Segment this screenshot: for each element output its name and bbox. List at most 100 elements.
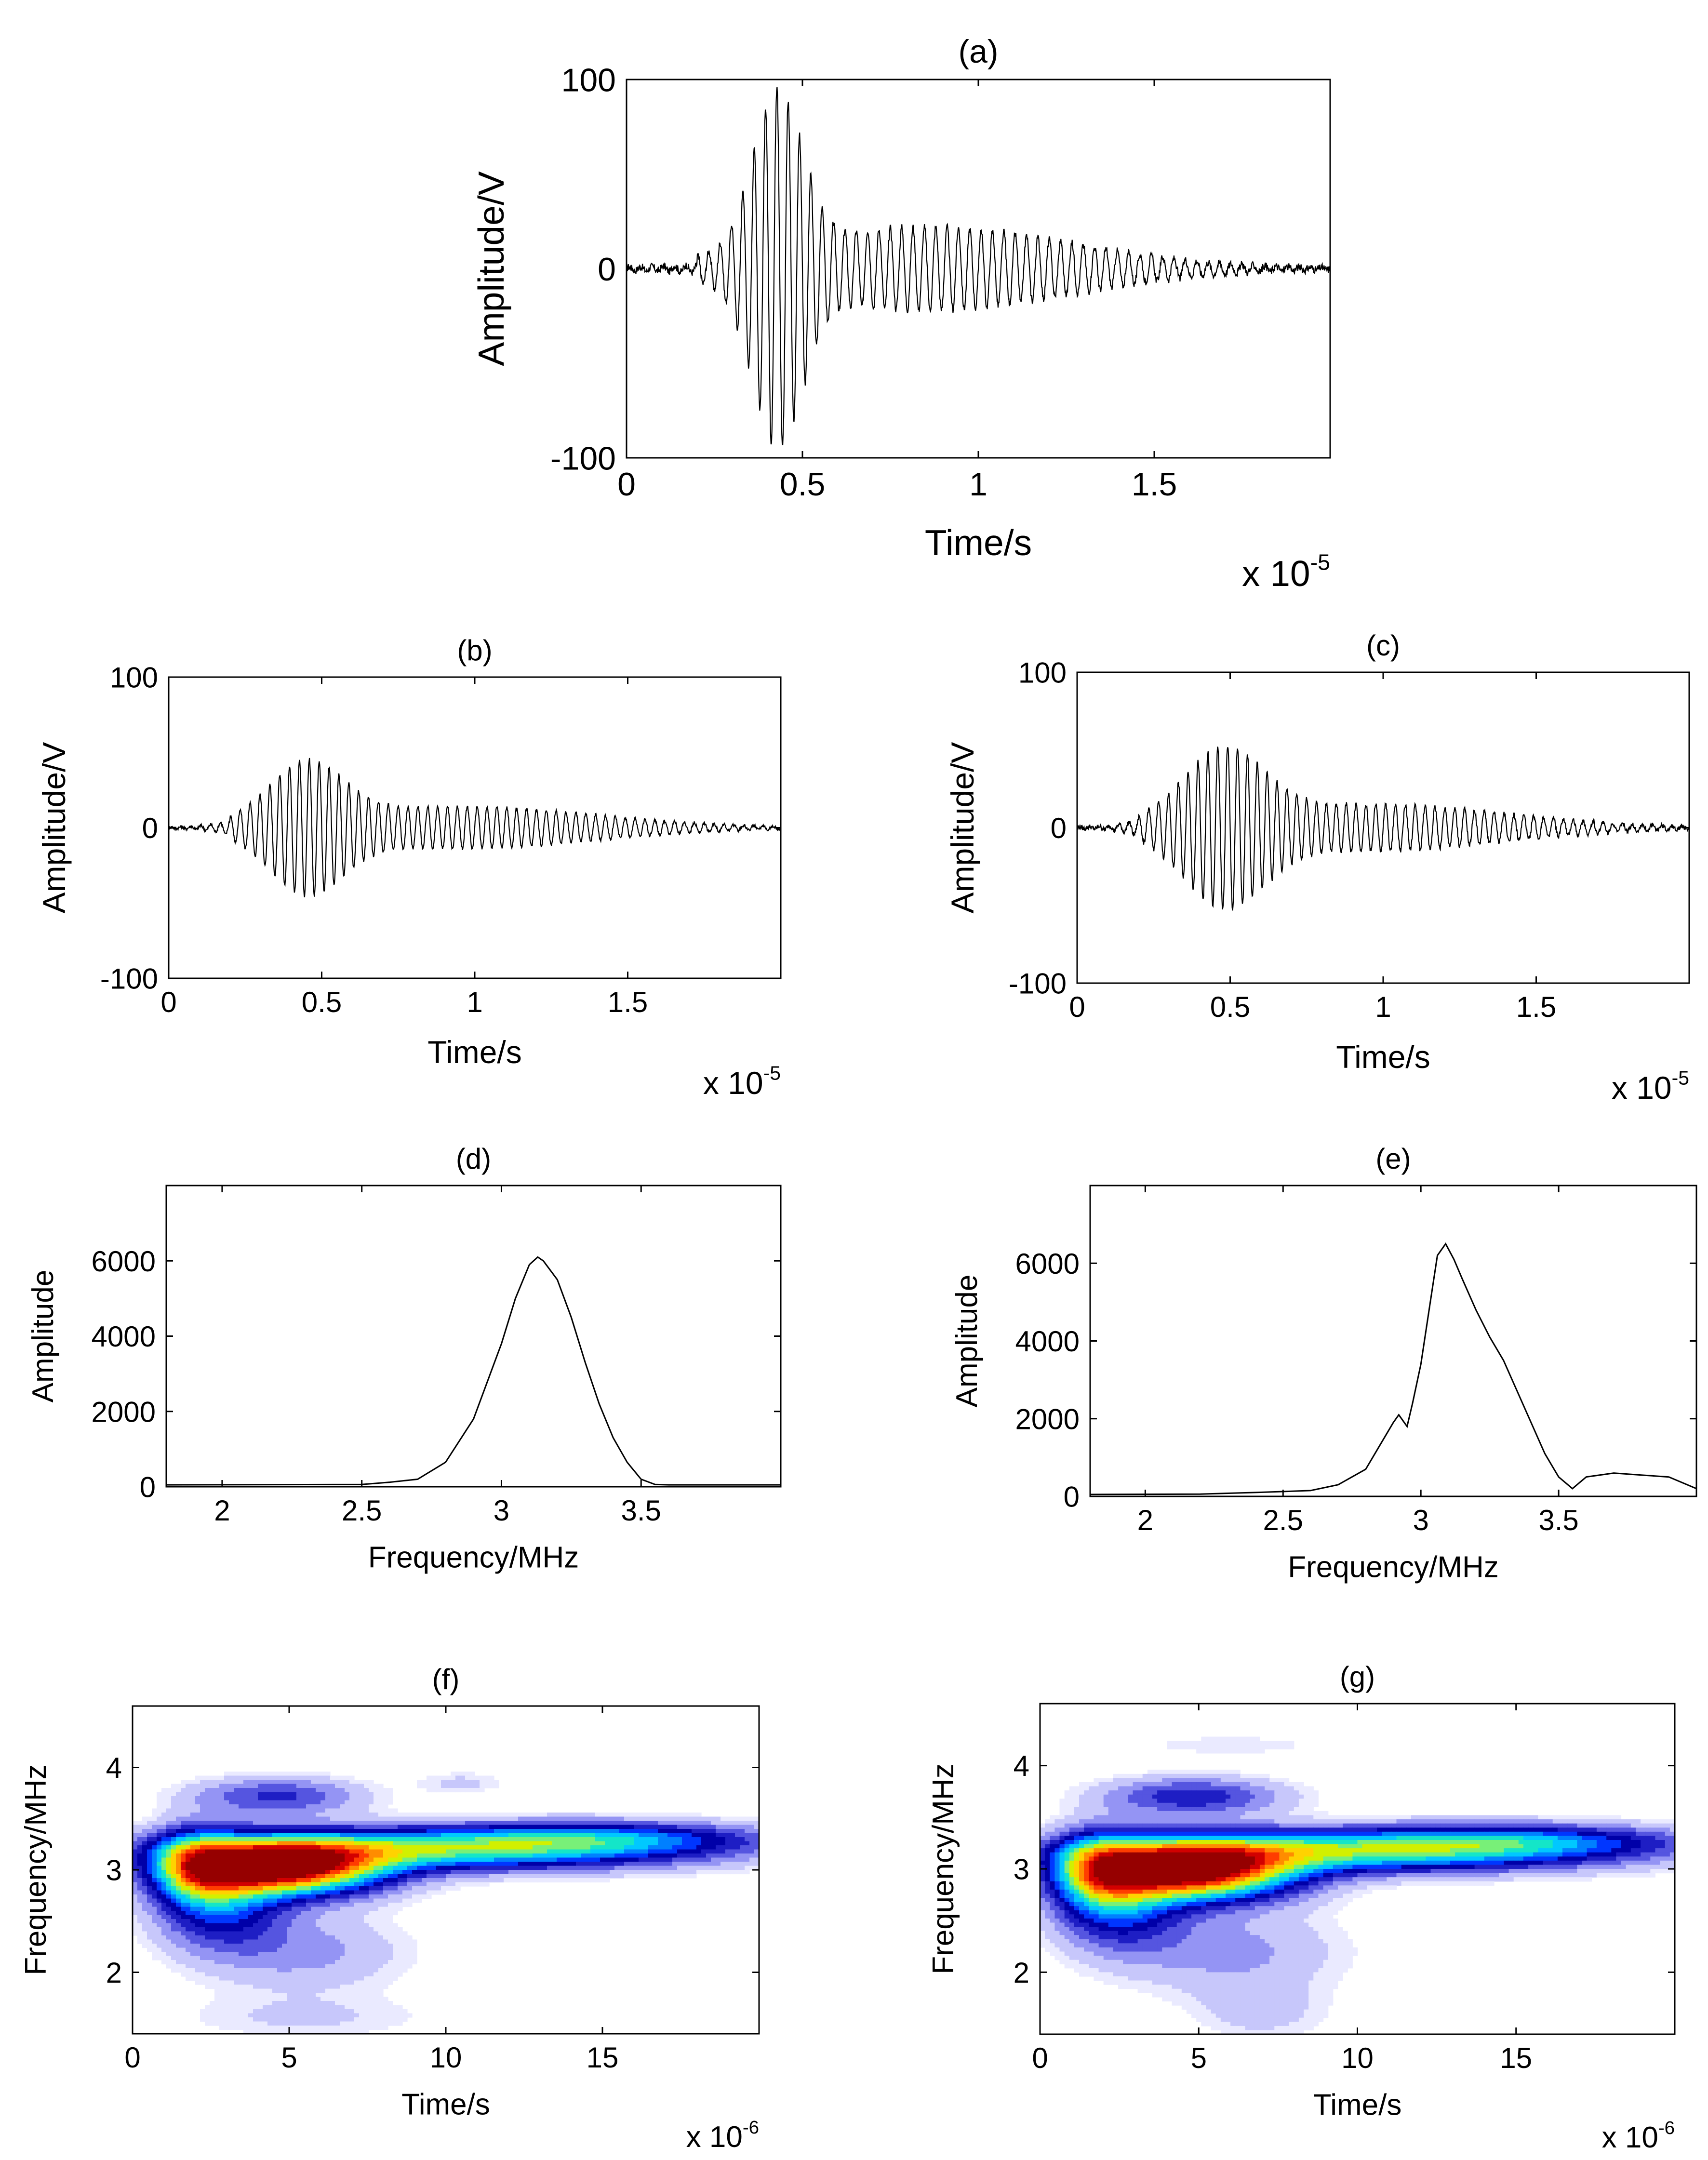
- heatmap-cell: [422, 1853, 427, 1858]
- heatmap-cell: [740, 1816, 745, 1821]
- heatmap-cell: [243, 2026, 249, 2030]
- heatmap-cell: [528, 1841, 533, 1846]
- heatmap-cell: [475, 1775, 480, 1780]
- heatmap-cell: [605, 1813, 610, 1817]
- heatmap-cell: [374, 1882, 379, 1887]
- heatmap-cell: [402, 1816, 408, 1821]
- heatmap-cell: [1259, 1773, 1265, 1778]
- heatmap-cell: [210, 1919, 215, 1924]
- heatmap-cell: [1118, 1790, 1123, 1795]
- heatmap-cell: [687, 1853, 692, 1858]
- heatmap-cell: [296, 1898, 302, 1903]
- heatmap-cell: [484, 1866, 490, 1870]
- plot-frame: [165, 1185, 782, 1488]
- heatmap-cell: [682, 1849, 687, 1854]
- heatmap-cell: [142, 1894, 147, 1899]
- heatmap-cell: [345, 1849, 350, 1854]
- heatmap-cell: [369, 1849, 374, 1854]
- heatmap-cell: [359, 2029, 364, 2034]
- heatmap-cell: [296, 1825, 302, 1829]
- heatmap-cell: [1226, 1778, 1231, 1783]
- spectrum-line: [1090, 1242, 1697, 1495]
- heatmap-cell: [369, 2009, 374, 2014]
- heatmap-cell: [296, 2026, 302, 2030]
- heatmap-cell: [407, 1947, 413, 1952]
- heatmap-cell: [186, 1816, 191, 1821]
- heatmap-cell: [161, 1853, 167, 1858]
- heatmap-cell: [701, 1862, 707, 1867]
- heatmap-cell: [335, 1800, 340, 1805]
- heatmap-cell: [234, 1808, 239, 1813]
- heatmap-cell: [190, 1894, 196, 1899]
- heatmap-cell: [696, 1866, 702, 1870]
- heatmap-cell: [243, 1919, 249, 1924]
- heatmap-cell: [248, 1878, 254, 1883]
- heatmap-cell: [354, 1968, 360, 1973]
- heatmap-cell: [359, 2013, 364, 2018]
- heatmap-cell: [1137, 1790, 1143, 1795]
- heatmap-cell: [499, 1866, 504, 1870]
- heatmap-cell: [248, 1960, 254, 1965]
- heatmap-cell: [590, 1813, 596, 1817]
- heatmap-cell: [301, 1886, 307, 1891]
- heatmap-cell: [248, 1927, 254, 1932]
- heatmap-cell: [306, 1894, 311, 1899]
- heatmap-cell: [528, 1870, 533, 1875]
- heatmap-cell: [195, 1808, 200, 1813]
- heatmap-cell: [518, 1845, 523, 1850]
- x-tick-label: 2: [214, 1494, 230, 1527]
- heatmap-cell: [340, 1816, 345, 1821]
- heatmap-cell: [393, 1911, 398, 1916]
- heatmap-cell: [287, 1903, 292, 1907]
- heatmap-cell: [161, 1870, 167, 1875]
- heatmap-cell: [306, 1772, 311, 1776]
- heatmap-cell: [374, 1988, 379, 1993]
- heatmap-cell: [176, 1796, 181, 1801]
- heatmap-cell: [272, 1947, 278, 1952]
- heatmap-cell: [335, 1903, 340, 1907]
- heatmap-cell: [427, 1845, 432, 1850]
- heatmap-cell: [292, 1907, 297, 1911]
- heatmap-cell: [147, 1837, 152, 1842]
- heatmap-cell: [263, 1821, 268, 1826]
- heatmap-cell: [176, 1816, 181, 1821]
- heatmap-cell: [243, 1960, 249, 1965]
- heatmap-cell: [349, 1862, 355, 1867]
- heatmap-cell: [383, 1829, 388, 1834]
- heatmap-cell: [301, 1829, 307, 1834]
- heatmap-cell: [677, 1853, 682, 1858]
- heatmap-cell: [166, 1886, 172, 1891]
- heatmap-cell: [581, 1813, 586, 1817]
- heatmap-cell: [311, 1833, 316, 1838]
- heatmap-cell: [272, 1816, 278, 1821]
- heatmap-cell: [320, 1853, 326, 1858]
- heatmap-cell: [455, 1862, 461, 1867]
- heatmap-cell: [267, 1980, 273, 1985]
- heatmap-cell: [248, 2005, 254, 2010]
- heatmap-cell: [436, 1841, 441, 1846]
- heatmap-cell: [407, 1837, 413, 1842]
- heatmap-cell: [735, 1821, 740, 1826]
- heatmap-cell: [142, 1919, 147, 1924]
- heatmap-cell: [224, 1788, 229, 1793]
- heatmap-cell: [576, 1857, 581, 1862]
- heatmap-cell: [176, 1886, 181, 1891]
- heatmap-cell: [340, 1862, 345, 1867]
- heatmap-cell: [557, 1878, 562, 1883]
- heatmap-cell: [166, 1808, 172, 1813]
- heatmap-cell: [214, 1985, 220, 1989]
- heatmap-cell: [229, 1853, 234, 1858]
- heatmap-cell: [325, 1870, 331, 1875]
- heatmap-cell: [576, 1862, 581, 1867]
- heatmap-cell: [378, 2001, 384, 2006]
- heatmap-cell: [277, 1837, 282, 1842]
- heatmap-cell: [272, 1927, 278, 1932]
- heatmap-cell: [359, 1960, 364, 1965]
- heatmap-cell: [1226, 1770, 1231, 1774]
- heatmap-cell: [388, 1813, 393, 1817]
- heatmap-cell: [263, 2026, 268, 2030]
- heatmap-cell: [292, 1939, 297, 1944]
- heatmap-cell: [234, 1804, 239, 1809]
- heatmap-cell: [427, 1870, 432, 1875]
- heatmap-cell: [359, 1923, 364, 1928]
